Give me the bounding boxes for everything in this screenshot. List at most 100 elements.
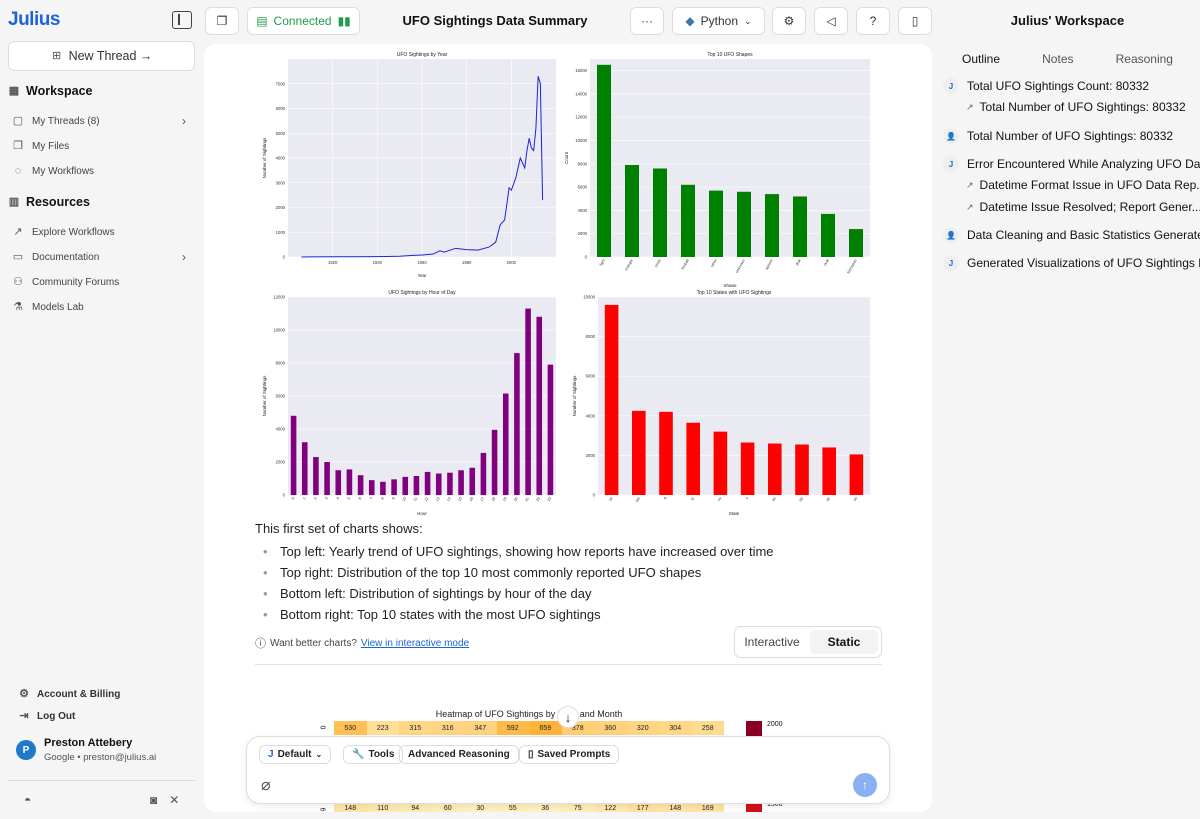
x-axis-label: Shape (723, 283, 737, 288)
tab-outline[interactable]: Outline (962, 52, 1001, 66)
paperclip-icon[interactable]: ⌀ (261, 777, 271, 794)
x-tick-label: 18 (491, 497, 497, 503)
bar (458, 470, 464, 495)
users-icon: ⚇ (13, 276, 23, 288)
chart-icon: ↗ (966, 201, 974, 212)
connection-status-button[interactable]: ▤ Connected ▮▮ (247, 7, 360, 35)
x-tick-label: ny (717, 496, 723, 502)
toggle-workspace-button[interactable]: ▯ (898, 7, 932, 35)
outline-item-text: Total UFO Sightings Count: 80332 (967, 79, 1150, 93)
x-tick-label: az (771, 496, 777, 502)
grid-icon: ▦ (8, 85, 20, 97)
julius-logo[interactable]: Julius (8, 9, 60, 30)
chart-svg: UFO Sightings by Hour of Day 0 2000 4000 600… (262, 290, 556, 516)
outline-item[interactable]: J Generated Visualizations of UFO Sighti… (943, 255, 1200, 271)
workspace-tabs: Outline Notes Reasoning (940, 52, 1195, 66)
help-button[interactable]: ? (856, 7, 890, 35)
chat-composer: J Default ⌄ 🔧 Tools Advanced Reasoning ▯… (246, 736, 890, 804)
y-tick-label: 5000 (276, 131, 286, 136)
sidebar-item-explore-workflows[interactable]: ↗ Explore Workflows (12, 222, 192, 242)
bar (681, 184, 695, 257)
x-tick-label: sphere (765, 259, 774, 271)
bar (765, 194, 779, 257)
bar (435, 473, 442, 495)
bar (324, 462, 330, 495)
outline-subitem[interactable]: ↗ Datetime Issue Resolved; Report Gener.… (966, 200, 1200, 214)
settings-button[interactable]: ⚙ (772, 7, 806, 35)
flask-icon: ⚗ (13, 301, 23, 313)
summary-intro: This first set of charts shows: (255, 521, 423, 536)
logout-link[interactable]: ⇥ Log Out (18, 710, 75, 722)
x-axis-label: State (729, 511, 740, 516)
x-tick-label: 4 (336, 497, 341, 501)
sidebar: Julius ⊞ New Thread → ▦ Workspace ▢ My T… (0, 0, 200, 819)
bar (659, 411, 673, 495)
static-toggle[interactable]: Static (810, 630, 878, 654)
outline-item[interactable]: 👤 Total Number of UFO Sightings: 80332 (943, 128, 1200, 144)
collapse-sidebar-icon[interactable] (172, 11, 192, 29)
saved-prompts-button[interactable]: ▯ Saved Prompts (519, 745, 620, 764)
outline-subitem[interactable]: ↗ Total Number of UFO Sightings: 80332 (966, 100, 1200, 114)
python-select[interactable]: ◆ Python ⌄ (672, 7, 765, 35)
bar (368, 480, 375, 495)
scroll-down-button[interactable]: ↓ (557, 706, 579, 728)
model-select[interactable]: J Default ⌄ (259, 745, 332, 764)
user-profile[interactable]: P Preston Attebery Google • preston@juli… (16, 737, 156, 763)
better-charts-text: Want better charts? (270, 637, 357, 649)
heatmap-cell: 169 (691, 801, 724, 812)
list-item: Bottom right: Top 10 states with the mos… (255, 607, 774, 622)
x-tick-label: 13 (435, 497, 441, 503)
tab-reasoning[interactable]: Reasoning (1115, 52, 1173, 66)
bar (380, 481, 386, 495)
android-icon[interactable]: ◓ (24, 793, 32, 807)
heatmap-cell: 360 (594, 721, 627, 735)
new-thread-button[interactable]: ⊞ New Thread → (8, 41, 195, 71)
y-axis-label: Number of Sightings (262, 137, 267, 179)
sidebar-item-community-forums[interactable]: ⚇ Community Forums (12, 272, 192, 292)
outline-subitem-text: Total Number of UFO Sightings: 80332 (979, 100, 1186, 114)
outline-subitem[interactable]: ↗ Datetime Format Issue in UFO Data Rep.… (966, 178, 1200, 192)
more-button[interactable]: ··· (630, 7, 664, 35)
y-tick-label: 0 (585, 255, 588, 260)
copy-button[interactable]: ❐ (205, 7, 239, 35)
heatmap-cell: 320 (626, 721, 659, 735)
chart-top-10-states: Top 10 States with UFO Sightings 0 2000 400… (562, 287, 882, 517)
send-button[interactable]: ↑ (853, 773, 877, 797)
sidebar-item-models-lab[interactable]: ⚗ Models Lab (12, 297, 192, 317)
sidebar-item-label: Explore Workflows (32, 226, 115, 238)
platform-icons: ◓ (12, 793, 31, 807)
interactive-toggle[interactable]: Interactive (744, 635, 800, 649)
interactive-mode-link[interactable]: View in interactive mode (360, 637, 470, 649)
tools-button[interactable]: 🔧 Tools (343, 745, 404, 764)
heatmap-title: Heatmap of UFO Sightings by Hour and Mon… (435, 709, 623, 719)
account-billing-link[interactable]: ⚙ Account & Billing (18, 688, 120, 700)
bar (469, 467, 476, 495)
series-line (301, 76, 544, 258)
y-axis-label: Count (564, 151, 569, 164)
announcements-button[interactable]: ◁ (814, 7, 848, 35)
advanced-reasoning-button[interactable]: Advanced Reasoning (399, 745, 519, 764)
chevron-down-icon: ⌄ (744, 15, 752, 26)
chart-sightings-by-hour: UFO Sightings by Hour of Day 0 2000 4000 600… (252, 287, 566, 517)
saved-prompts-label: Saved Prompts (537, 749, 611, 760)
discord-icon[interactable]: ◙ (150, 793, 158, 807)
sidebar-item-label: Models Lab (32, 301, 84, 313)
y-tick-label: 3000 (276, 180, 286, 185)
tab-notes[interactable]: Notes (1042, 52, 1074, 66)
x-tick-label: 17 (480, 497, 486, 503)
outline-item[interactable]: J Total UFO Sightings Count: 80332 (943, 78, 1200, 94)
sidebar-item-documentation[interactable]: ▭ Documentation › (12, 247, 192, 267)
x-icon[interactable]: ✕ (169, 793, 180, 807)
outline-item[interactable]: 👤 Data Cleaning and Basic Statistics Gen… (943, 227, 1200, 243)
sidebar-item-my-files[interactable]: ❐ My Files (12, 136, 192, 156)
bar (709, 190, 723, 257)
sidebar-item-my-threads[interactable]: ▢ My Threads (8) › (12, 111, 192, 131)
x-tick-label: 1980 (462, 260, 472, 265)
signal-icon: ▮▮ (337, 14, 351, 28)
chart-ufo-sightings-by-year: UFO Sightings by Year 0 1000 2000 3000 4000 50… (252, 49, 566, 279)
outline-item[interactable]: J Error Encountered While Analyzing UFO … (943, 156, 1200, 172)
x-tick-label: unknown (735, 259, 746, 274)
wrench-icon: 🔧 (352, 749, 365, 760)
heatmap-cell: 30 (464, 801, 497, 812)
sidebar-item-my-workflows[interactable]: ◌ My Workflows (12, 161, 192, 181)
